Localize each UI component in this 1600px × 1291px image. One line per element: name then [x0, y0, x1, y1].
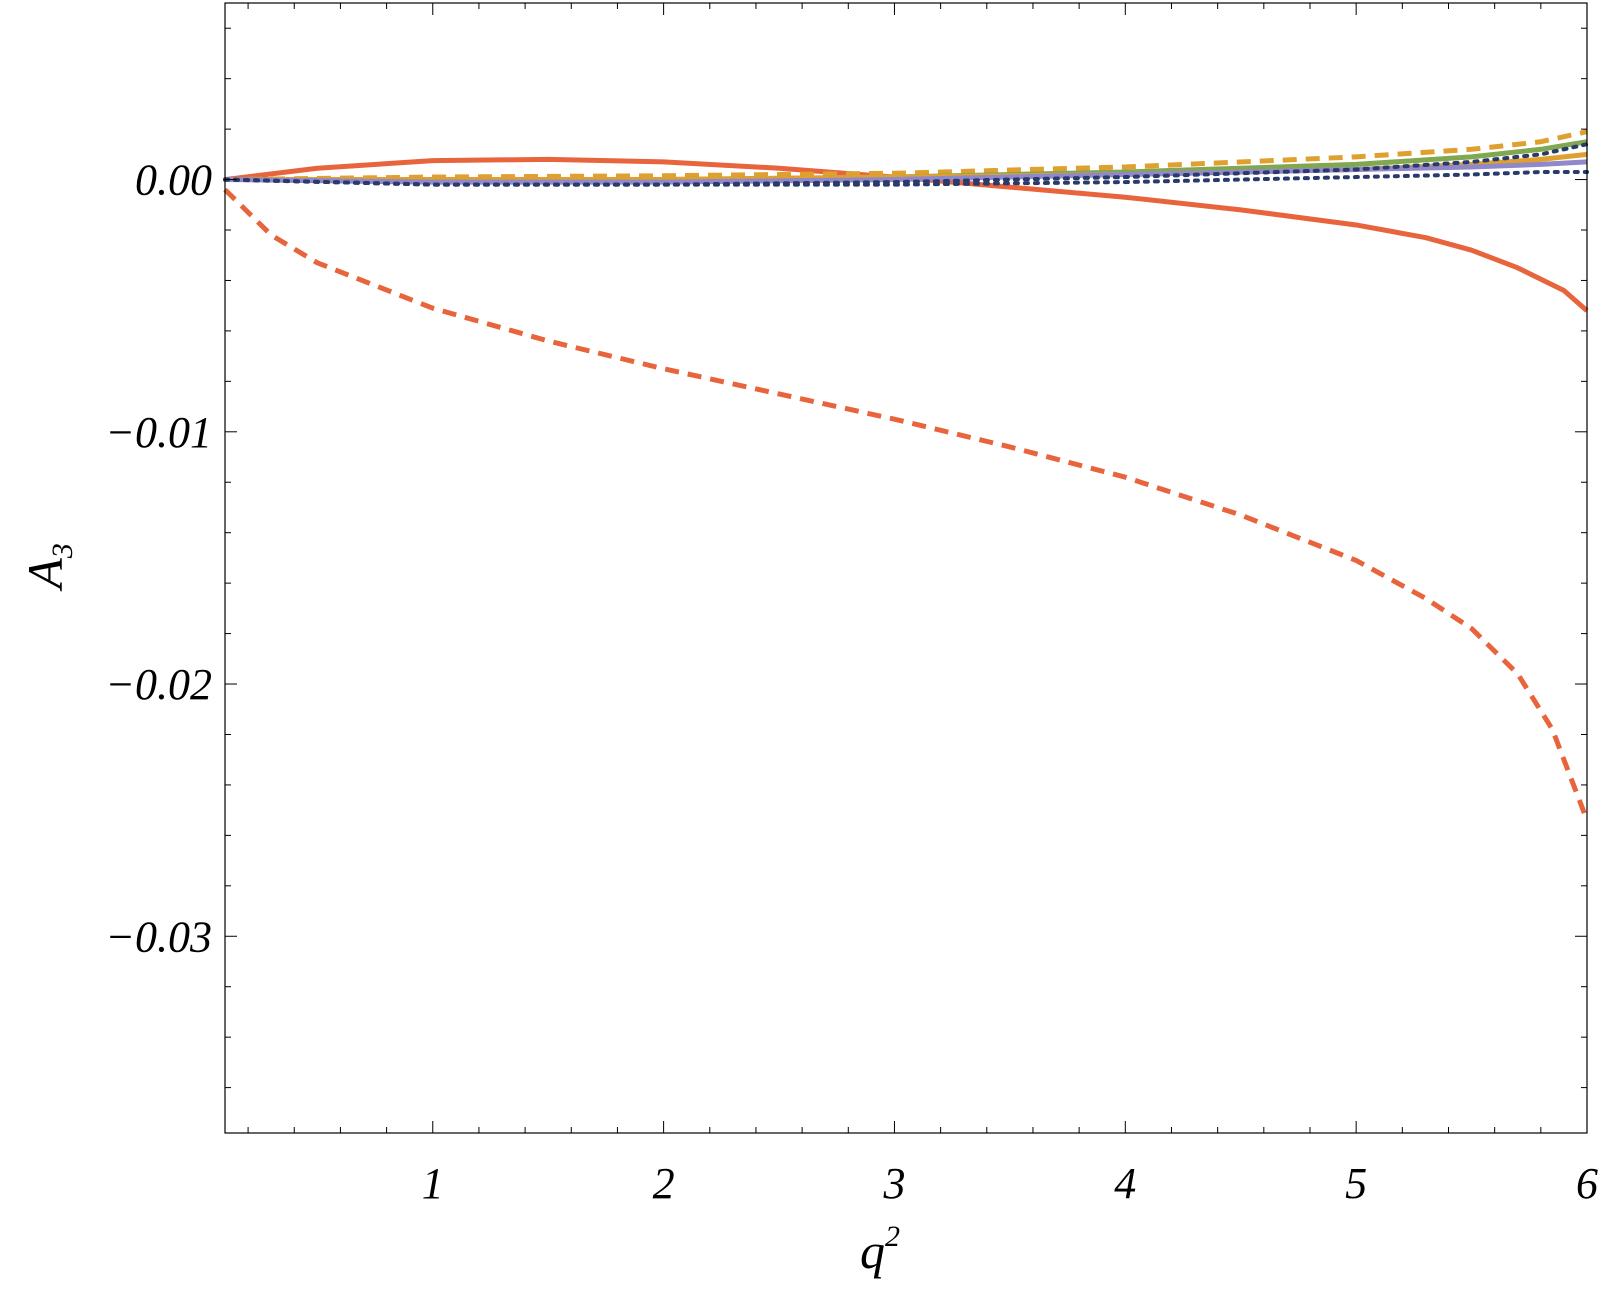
x-tick-label: 5 [1345, 1159, 1367, 1208]
y-axis-title-base: A [17, 558, 73, 592]
x-axis-title-base: q [860, 1223, 885, 1279]
x-tick-label: 1 [422, 1159, 444, 1208]
ticks-layer [225, 3, 1588, 1133]
series-line-8 [223, 170, 1589, 187]
y-tick-label: −0.02 [105, 660, 212, 709]
x-axis-title-superscript: 2 [885, 1220, 900, 1253]
y-tick-label: −0.01 [105, 408, 212, 457]
tick-labels-layer: 1 2 3 4 5 6 0.00 −0.01 −0.02 −0.03 [105, 156, 1598, 1208]
y-tick-label: 0.00 [135, 156, 212, 205]
x-tick-label: 3 [882, 1159, 905, 1208]
plot-frame [224, 2, 1588, 1134]
y-axis-title-subscript: 3 [46, 543, 79, 559]
y-tick-label: −0.03 [105, 912, 212, 961]
series-line-6 [224, 159, 1588, 185]
series-line-1 [224, 156, 1589, 313]
x-axis-title: q2 [860, 1220, 900, 1279]
x-tick-label: 2 [653, 1159, 675, 1208]
series-line-3 [224, 129, 1588, 183]
y-axis-title: A3 [17, 543, 79, 592]
series-line-2 [223, 187, 1590, 822]
series-layer [223, 129, 1590, 822]
x-tick-label: 6 [1576, 1159, 1598, 1208]
x-tick-label: 4 [1114, 1159, 1136, 1208]
